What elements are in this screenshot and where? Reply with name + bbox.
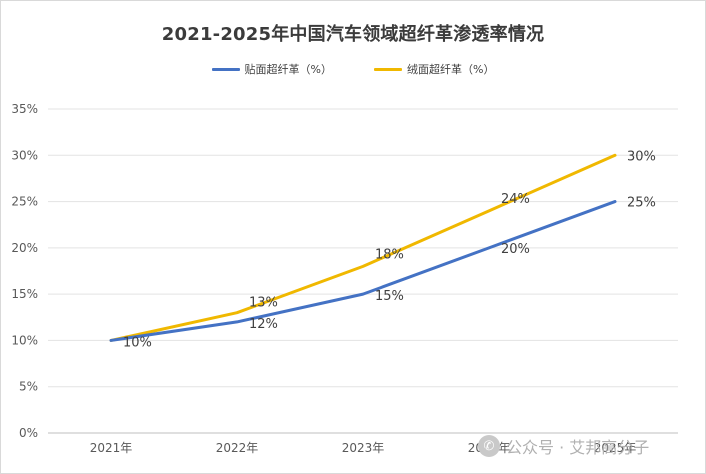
series-line-2 [109, 153, 617, 342]
x-tick-label: 2022年 [216, 441, 259, 455]
legend-item-series-1: 贴面超纤革（%） [211, 61, 332, 77]
data-label: 20% [501, 242, 530, 257]
legend: 贴面超纤革（%） 绒面超纤革（%） [0, 61, 706, 77]
chart-title: 2021-2025年中国汽车领域超纤革渗透率情况 [161, 24, 545, 45]
legend-swatch-series-1 [211, 67, 240, 71]
legend-label-series-1: 贴面超纤革（%） [244, 63, 332, 76]
x-tick-label: 2021年 [90, 441, 133, 455]
data-label: 24% [501, 192, 530, 207]
legend-swatch-series-2 [374, 67, 402, 71]
wechat-icon: ✆ [478, 435, 500, 457]
y-tick-label: 20% [11, 241, 38, 255]
legend-item-series-2: 绒面超纤革（%） [374, 61, 494, 77]
y-tick-label: 30% [11, 148, 38, 162]
data-label: 30% [627, 149, 656, 164]
x-tick-label: 2023年 [342, 441, 385, 455]
data-label: 13% [249, 296, 278, 311]
data-label: 18% [375, 247, 404, 262]
y-tick-label: 10% [11, 333, 38, 347]
y-tick-label: 25% [11, 195, 38, 209]
data-label: 12% [249, 317, 278, 332]
data-label: 15% [375, 289, 404, 304]
y-tick-label: 0% [19, 426, 38, 440]
legend-label-series-2: 绒面超纤革（%） [407, 63, 495, 76]
y-tick-label: 5% [19, 380, 38, 394]
y-tick-label: 35% [11, 102, 38, 116]
watermark-text: 公众号 · 艾邦高分子 [506, 438, 650, 457]
y-tick-label: 15% [11, 287, 38, 301]
watermark: ✆ 公众号 · 艾邦高分子 [478, 434, 649, 458]
data-label: 10% [123, 335, 152, 350]
x-tick-label: 2025年 [594, 441, 637, 455]
series-line-1 [109, 200, 617, 342]
data-label: 25% [627, 196, 656, 211]
